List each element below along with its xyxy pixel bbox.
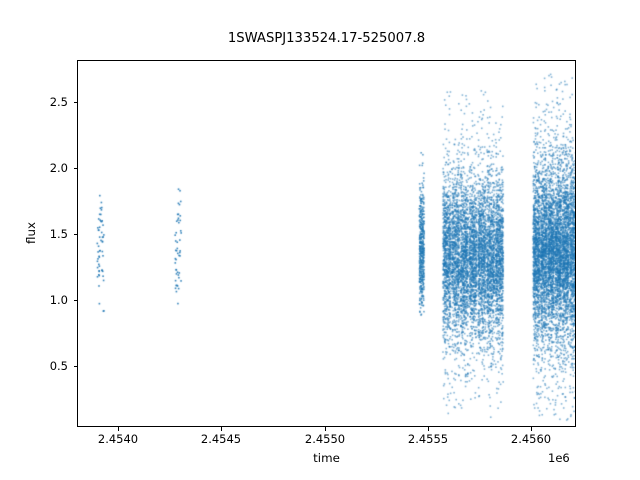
plot-axes [77,60,576,427]
xtick-mark [118,427,119,431]
xtick-mark [428,427,429,431]
xtick-label-2: 2.4550 [304,432,346,446]
xtick-mark [531,427,532,431]
xtick-label-0: 2.4540 [97,432,139,446]
ytick-label-1: 1.0 [49,293,68,307]
scatter-plot-canvas [78,61,575,426]
page-title: 1SWASPJ133524.17-525007.8 [227,31,426,46]
y-axis-label: flux [24,222,38,244]
ytick-mark [73,234,77,235]
ytick-mark [73,168,77,169]
ytick-label-0: 0.5 [49,359,68,373]
x-axis-label: time [313,451,340,465]
x-axis-offset-text: 1e6 [548,451,570,465]
ytick-mark [73,102,77,103]
ytick-mark [73,366,77,367]
xtick-mark [221,427,222,431]
xtick-label-3: 2.4555 [407,432,449,446]
ytick-label-2: 1.5 [49,227,68,241]
xtick-label-4: 2.4560 [510,432,552,446]
xtick-label-1: 2.4545 [200,432,242,446]
ytick-label-3: 2.0 [49,161,68,175]
xtick-mark [325,427,326,431]
ytick-mark [73,300,77,301]
ytick-label-4: 2.5 [49,95,68,109]
